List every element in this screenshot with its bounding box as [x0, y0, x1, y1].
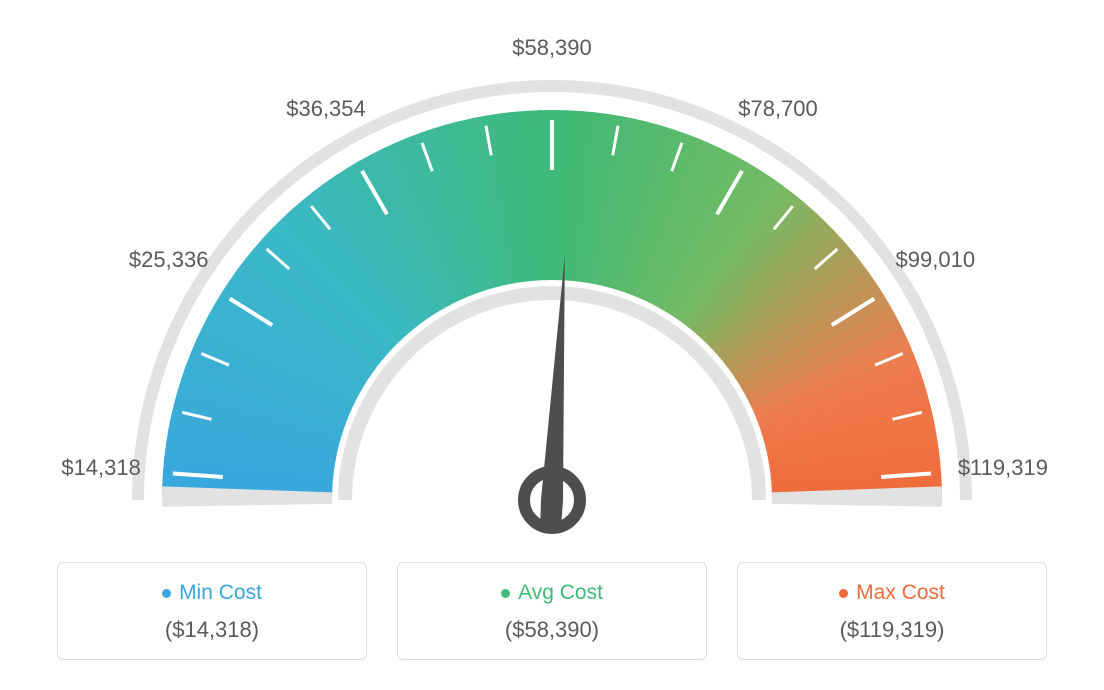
gauge-tick-label: $119,319 — [958, 455, 1048, 481]
gauge-tick-label: $25,336 — [129, 247, 209, 273]
dot-icon — [501, 589, 510, 598]
legend-max-title-text: Max Cost — [856, 581, 945, 605]
gauge-tick-label: $99,010 — [896, 247, 976, 273]
legend-max-title: Max Cost — [738, 581, 1046, 605]
legend-min-value: ($14,318) — [58, 617, 366, 643]
legend-max-box: Max Cost ($119,319) — [737, 562, 1047, 660]
legend-min-box: Min Cost ($14,318) — [57, 562, 367, 660]
gauge-chart: $14,318 $25,336 $36,354 $58,390 $78,700 $99,0… — [52, 30, 1052, 550]
legend-min-title: Min Cost — [58, 581, 366, 605]
dot-icon — [162, 589, 171, 598]
legend-row: Min Cost ($14,318) Avg Cost ($58,390) Ma… — [57, 562, 1047, 660]
legend-avg-box: Avg Cost ($58,390) — [397, 562, 707, 660]
gauge-tick-label: $14,318 — [61, 455, 141, 481]
dot-icon — [839, 589, 848, 598]
gauge-tick-label: $36,354 — [286, 96, 366, 122]
legend-max-value: ($119,319) — [738, 617, 1046, 643]
legend-avg-value: ($58,390) — [398, 617, 706, 643]
gauge-tick-label: $58,390 — [512, 35, 592, 61]
legend-min-title-text: Min Cost — [179, 581, 262, 605]
gauge-tick-label: $78,700 — [738, 96, 818, 122]
legend-avg-title-text: Avg Cost — [518, 581, 603, 605]
legend-avg-title: Avg Cost — [398, 581, 706, 605]
